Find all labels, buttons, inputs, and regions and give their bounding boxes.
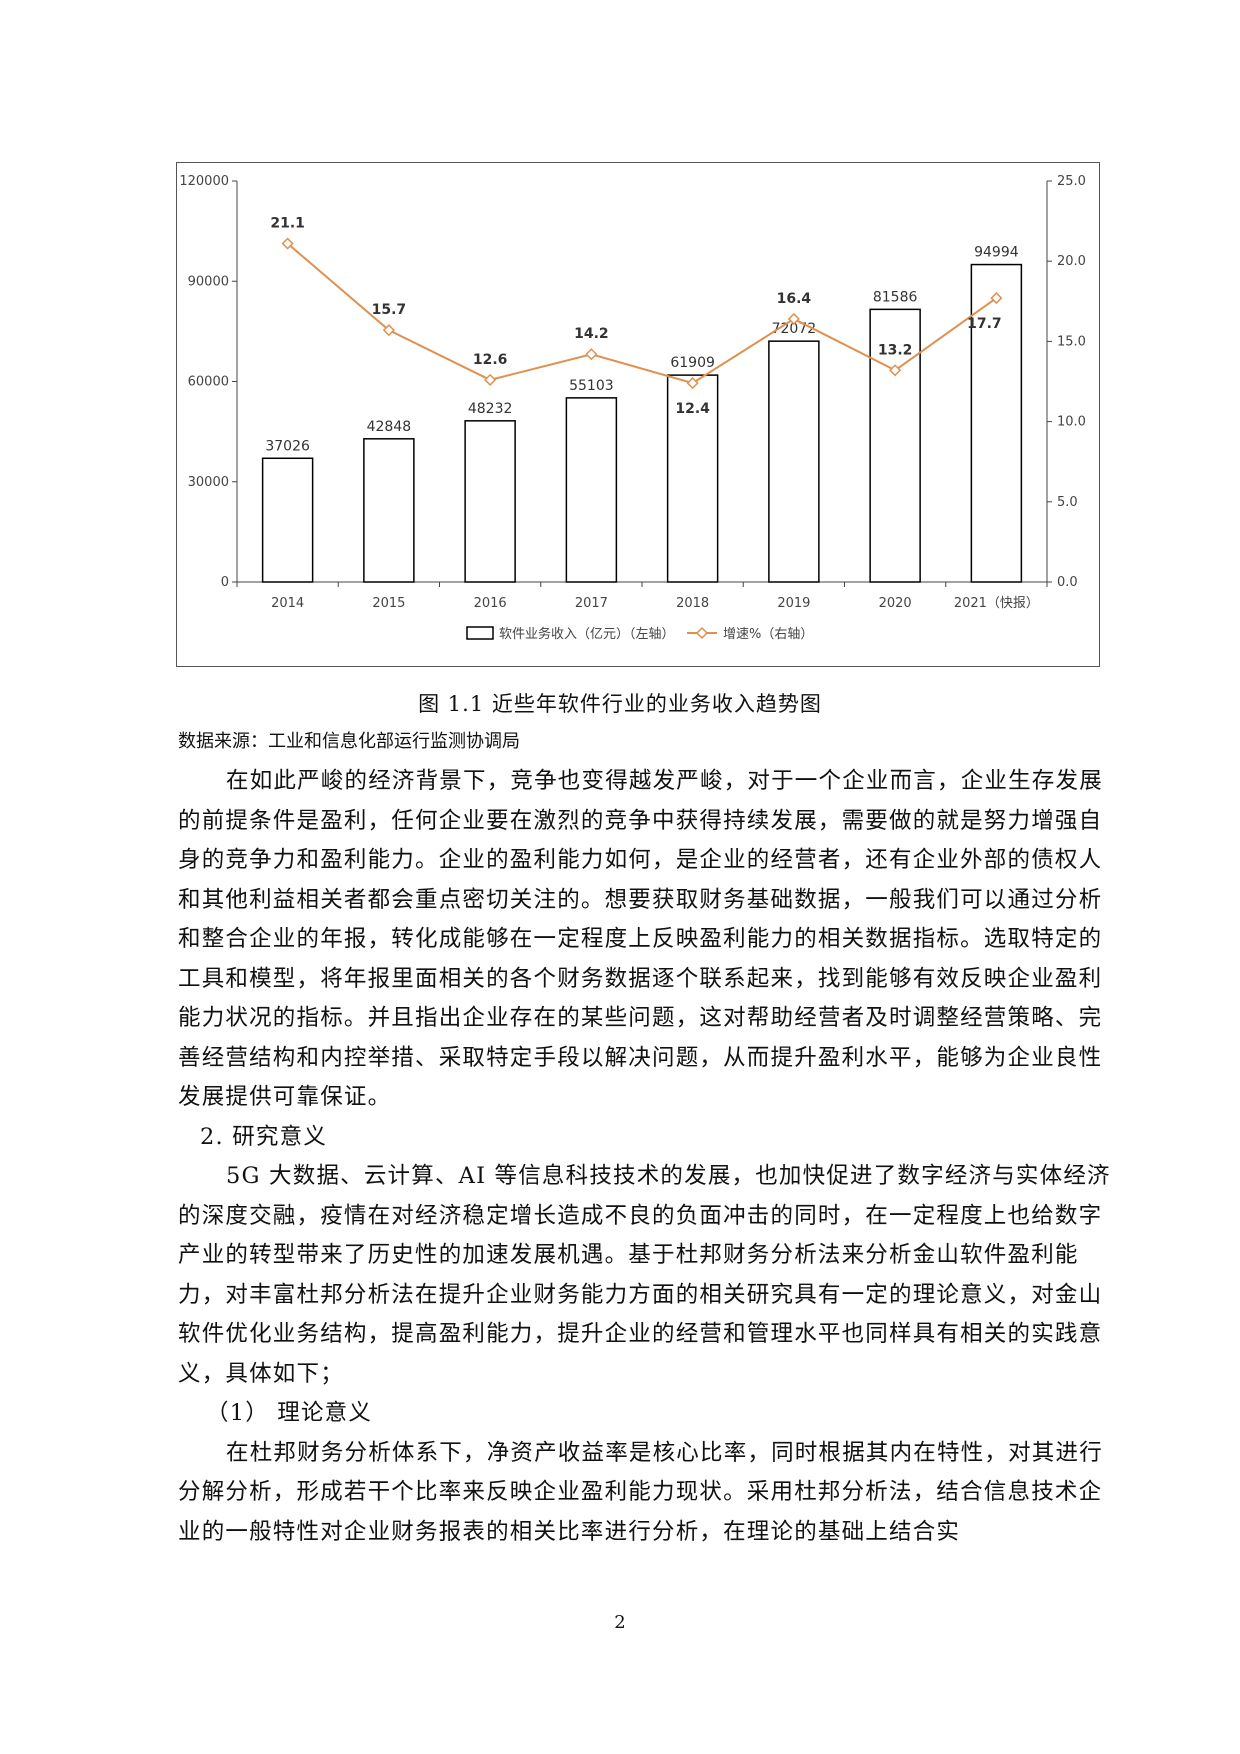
x-tick-label: 2021（快报） [954, 596, 1039, 611]
x-tick-label: 2015 [372, 596, 405, 611]
bar-value-label: 48232 [468, 401, 513, 417]
growth-point [686, 377, 699, 390]
bar [970, 263, 1023, 583]
growth-point [990, 292, 1003, 305]
data-source: 数据来源：工业和信息化部运行监测协调局 [178, 731, 520, 752]
bar [464, 420, 516, 583]
growth-point [889, 364, 902, 377]
growth-point [382, 324, 395, 337]
subsection-heading: （1） 理论意义 [206, 1400, 373, 1426]
x-tick-label: 2019 [777, 596, 810, 611]
paragraph: 在杜邦财务分析体系下，净资产收益率是核心比率，同时根据其内在特性，对其进行分解分… [178, 1439, 1103, 1545]
right-tick-label: 5.0 [1057, 495, 1078, 510]
right-tick-label: 0.0 [1057, 575, 1078, 590]
growth-value-label: 12.6 [473, 352, 508, 368]
growth-line [286, 242, 997, 385]
growth-point [281, 237, 294, 250]
bar-value-label: 94994 [974, 245, 1019, 261]
x-tick-label: 2020 [879, 596, 912, 611]
bar [869, 308, 921, 583]
bar [261, 457, 314, 583]
x-tick-label: 2017 [575, 596, 608, 611]
growth-value-label: 13.2 [878, 342, 913, 358]
left-tick-label: 90000 [188, 274, 229, 289]
growth-value-label: 14.2 [574, 326, 609, 342]
bar-value-label: 37026 [265, 438, 310, 454]
x-tick-label: 2018 [676, 596, 709, 611]
bar-value-label: 81586 [873, 289, 918, 305]
growth-point [787, 312, 800, 326]
right-tick-label: 15.0 [1057, 334, 1086, 349]
right-tick-label: 25.0 [1057, 174, 1086, 189]
page-number: 2 [614, 1612, 626, 1633]
bar [565, 397, 618, 583]
bar [363, 438, 415, 583]
right-tick-label: 10.0 [1057, 415, 1086, 430]
left-tick-label: 0 [221, 575, 229, 590]
growth-value-label: 15.7 [372, 302, 407, 318]
bar-value-label: 61909 [670, 355, 715, 371]
left-tick-label: 60000 [188, 375, 229, 390]
left-tick-label: 120000 [179, 174, 229, 189]
bar-value-label: 42848 [367, 419, 412, 435]
revenue-chart: 0 30000 60000 90000 120000 0.0 5.0 10.0 15.0 20.0… [179, 174, 1086, 642]
legend-line-label: 增速%（右轴） [723, 627, 813, 642]
bar-value-label: 55103 [569, 378, 614, 394]
body-text: 在如此严峻的经济背景下，竞争也变得越发严峻，对于一个企业而言，企业生存发展的前提… [178, 762, 1112, 1552]
legend-bar-label: 软件业务收入（亿元）（左轴） [499, 626, 675, 642]
figure-caption: 图 1.1 近些年软件行业的业务收入趋势图 [418, 692, 822, 716]
growth-value-label: 17.7 [967, 316, 1002, 332]
right-tick-label: 20.0 [1057, 254, 1086, 269]
bar [666, 374, 719, 583]
x-tick-label: 2016 [474, 596, 507, 611]
growth-value-label: 16.4 [777, 291, 812, 307]
section-heading: 2. 研究意义 [200, 1123, 328, 1150]
paragraph: 5G 大数据、云计算、AI 等信息科技技术的发展，也加快促进了数字经济与实体经济… [178, 1163, 1111, 1387]
chart-figure: 0 30000 60000 90000 120000 0.0 5.0 10.0 15.0 20.0… [176, 162, 1100, 667]
growth-value-label: 21.1 [270, 216, 305, 232]
growth-value-label: 12.4 [675, 401, 710, 417]
paragraph: 在如此严峻的经济背景下，竞争也变得越发严峻，对于一个企业而言，企业生存发展的前提… [178, 768, 1103, 1110]
growth-point [585, 348, 598, 361]
x-tick-label: 2014 [271, 596, 304, 611]
growth-point [484, 373, 497, 386]
bar [768, 340, 820, 583]
legend-line-marker [695, 626, 709, 640]
legend-bar-swatch [466, 626, 494, 640]
left-tick-label: 30000 [188, 475, 229, 490]
